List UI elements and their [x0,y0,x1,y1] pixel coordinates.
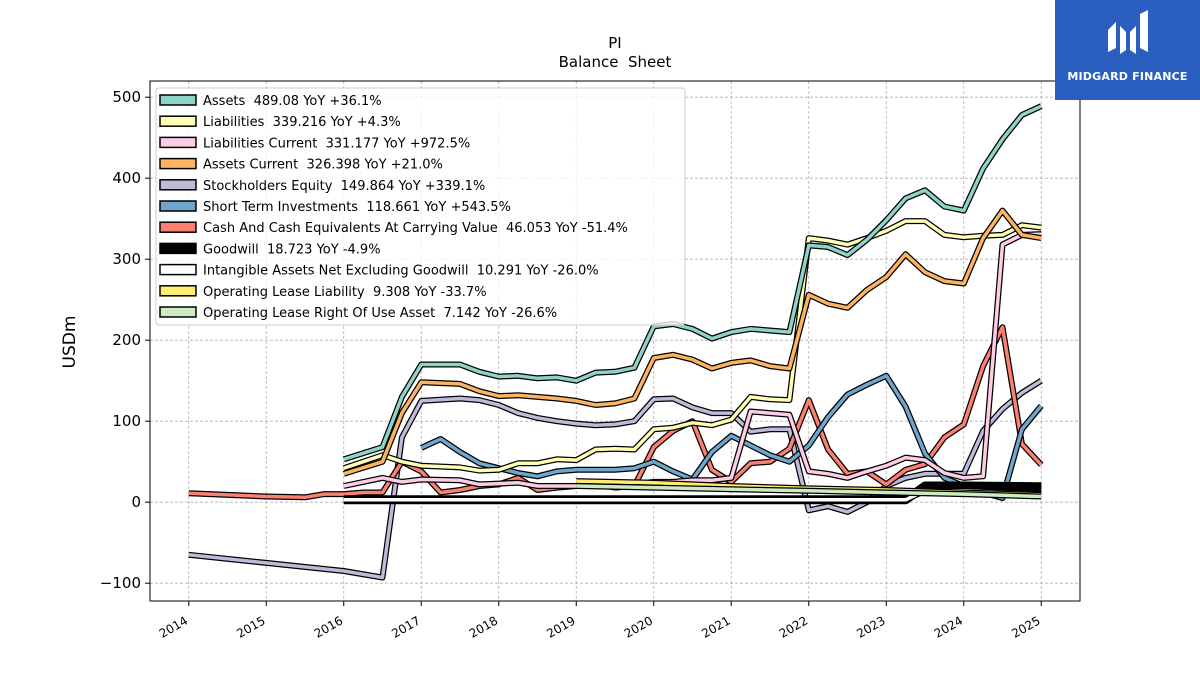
legend-label: Operating Lease Liability 9.308 YoY -33.… [203,285,487,300]
series-line [343,232,1042,488]
series-line [576,484,1042,499]
y-tick-label: 0 [131,493,141,511]
x-tick-label: 2023 [854,613,887,640]
legend-swatch [159,115,197,127]
legend-swatch [159,242,197,255]
x-tick-label: 2016 [312,613,345,640]
legend-label: Assets 489.08 YoY +36.1% [203,94,382,109]
x-tick-label: 2025 [1009,613,1042,640]
x-tick-label: 2018 [467,613,500,640]
legend-swatch [159,136,197,149]
legend-swatch [159,157,197,170]
legend: Assets 489.08 YoY +36.1% Liabilities 339.… [155,87,686,326]
y-tick-label: 300 [112,250,141,268]
brand-logo: MIDGARD FINANCE [1055,0,1200,100]
x-tick-label: 2014 [157,613,190,640]
series-line [188,379,1043,580]
legend-label: Liabilities 339.216 YoY +4.3% [203,115,401,130]
y-tick-label: −100 [100,574,141,592]
x-tick-label: 2024 [932,613,965,640]
legend-label: Intangible Assets Net Excluding Goodwill… [203,264,599,279]
x-tick-label: 2019 [544,613,577,640]
legend-label: Cash And Cash Equivalents At Carrying Va… [203,221,628,236]
series-line [343,219,1042,473]
y-tick-label: 500 [112,88,141,106]
legend-swatch [159,285,197,297]
legend-swatch [159,306,197,318]
legend-box [155,87,686,326]
series-line [188,325,1043,500]
series-line [343,208,1042,476]
legend-label: Stockholders Equity 149.864 YoY +339.1% [203,179,485,194]
y-tick-label: 400 [112,169,141,187]
brand-name: MIDGARD FINANCE [1067,70,1188,83]
chart-title: PI [608,34,621,52]
plot-frame [149,80,1081,602]
legend-label: Goodwill 18.723 YoY -4.9% [203,242,381,257]
y-tick-label: 100 [112,412,141,430]
y-tick-label: 200 [112,331,141,349]
x-tick-label: 2020 [622,613,655,640]
x-tick-label: 2021 [699,613,732,640]
x-tick-label: 2022 [777,613,810,640]
y-axis-label: USDm [60,316,80,369]
legend-swatch [159,221,197,233]
legend-swatch [159,179,197,191]
legend-swatch [159,263,197,276]
series-line [343,104,1043,461]
chart-subtitle: Balance Sheet [559,53,672,71]
x-tick-label: 2017 [389,613,422,640]
legend-swatch [159,94,197,106]
x-tick-label: 2015 [234,613,267,640]
legend-label: Liabilities Current 331.177 YoY +972.5% [203,136,470,151]
legend-label: Operating Lease Right Of Use Asset 7.142… [203,306,557,321]
legend-swatch [159,200,197,212]
series-lines [188,103,1044,581]
legend-label: Short Term Investments 118.661 YoY +543.… [203,200,511,215]
legend-label: Assets Current 326.398 YoY +21.0% [203,158,443,173]
midgard-logo-icon [1108,10,1148,54]
